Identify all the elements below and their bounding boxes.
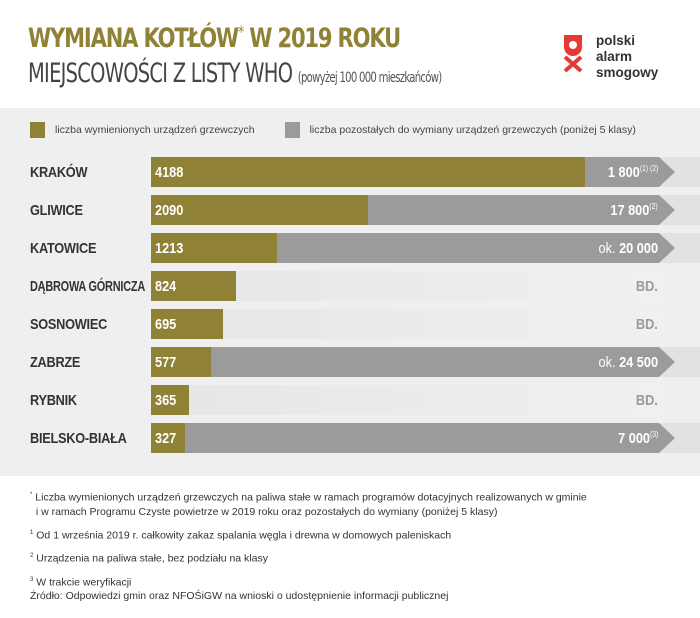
- replaced-value: 824: [155, 278, 177, 295]
- bar-replaced: 695: [151, 309, 223, 339]
- bar-row: BIELSKO-BIAŁA 327 7 000(3): [0, 423, 700, 453]
- footnotes: * Liczba wymienionych urządzeń grzewczyc…: [30, 491, 587, 603]
- replaced-value: 327: [155, 430, 177, 447]
- remaining-value: ok. 24 500: [598, 354, 658, 371]
- logo-icon: [563, 35, 583, 73]
- bar-row: KRAKÓW 4188 1 800(1) (2): [0, 157, 700, 187]
- bar-replaced: 327: [151, 423, 185, 453]
- subtitle-note: (powyżej 100 000 mieszkańców): [297, 70, 442, 86]
- bar-row: RYBNIK 365 BD.: [0, 385, 700, 415]
- remaining-value: BD.: [636, 316, 658, 333]
- bar-row: GLIWICE 2090 17 800(2): [0, 195, 700, 225]
- bar-replaced: 4188: [151, 157, 585, 187]
- bar-replaced: 2090: [151, 195, 368, 225]
- bar-remaining: [151, 347, 675, 377]
- city-label: RYBNIK: [30, 392, 77, 409]
- bar-replaced: 1213: [151, 233, 277, 263]
- bar-row: ZABRZE 577 ok. 24 500: [0, 347, 700, 377]
- city-label: DĄBROWA GÓRNICZA: [30, 278, 146, 295]
- legend-item-replaced: liczba wymienionych urządzeń grzewczych: [30, 122, 255, 138]
- remaining-value: BD.: [636, 392, 658, 409]
- replaced-value: 577: [155, 354, 177, 371]
- replaced-value: 4188: [155, 164, 184, 181]
- city-label: SOSNOWIEC: [30, 316, 108, 333]
- legend-item-remaining: liczba pozostałych do wymiany urządzeń g…: [284, 122, 636, 138]
- remaining-value: 7 000(3): [617, 430, 658, 447]
- remaining-value: BD.: [636, 278, 658, 295]
- city-label: ZABRZE: [30, 354, 81, 371]
- bar-replaced: 365: [151, 385, 189, 415]
- bar-background: [151, 271, 666, 301]
- remaining-value: ok. 20 000: [598, 240, 658, 257]
- logo: polski alarm smogowy: [562, 33, 658, 81]
- subtitle: MIEJSCOWOŚCI Z LISTY WHO (powyżej 100 00…: [28, 58, 442, 89]
- city-label: KRAKÓW: [30, 164, 88, 181]
- remaining-value: 1 800(1) (2): [607, 164, 658, 181]
- bar-replaced: 577: [151, 347, 211, 377]
- city-label: BIELSKO-BIAŁA: [30, 430, 127, 447]
- replaced-value: 1213: [155, 240, 184, 257]
- city-label: GLIWICE: [30, 202, 83, 219]
- replaced-value: 365: [155, 392, 177, 409]
- bar-row: KATOWICE 1213 ok. 20 000: [0, 233, 700, 263]
- replaced-value: 2090: [155, 202, 184, 219]
- remaining-value: 17 800(2): [610, 202, 658, 219]
- replaced-value: 695: [155, 316, 177, 333]
- title: WYMIANA KOTŁÓW* W 2019 ROKU: [28, 22, 401, 54]
- bar-remaining: [151, 423, 675, 453]
- bar-background: [151, 385, 666, 415]
- bar-background: [151, 309, 666, 339]
- legend: liczba wymienionych urządzeń grzewczych …: [30, 122, 636, 138]
- bar-row: DĄBROWA GÓRNICZA 824 BD.: [0, 271, 700, 301]
- bar-replaced: 824: [151, 271, 236, 301]
- bar-row: SOSNOWIEC 695 BD.: [0, 309, 700, 339]
- city-label: KATOWICE: [30, 240, 97, 257]
